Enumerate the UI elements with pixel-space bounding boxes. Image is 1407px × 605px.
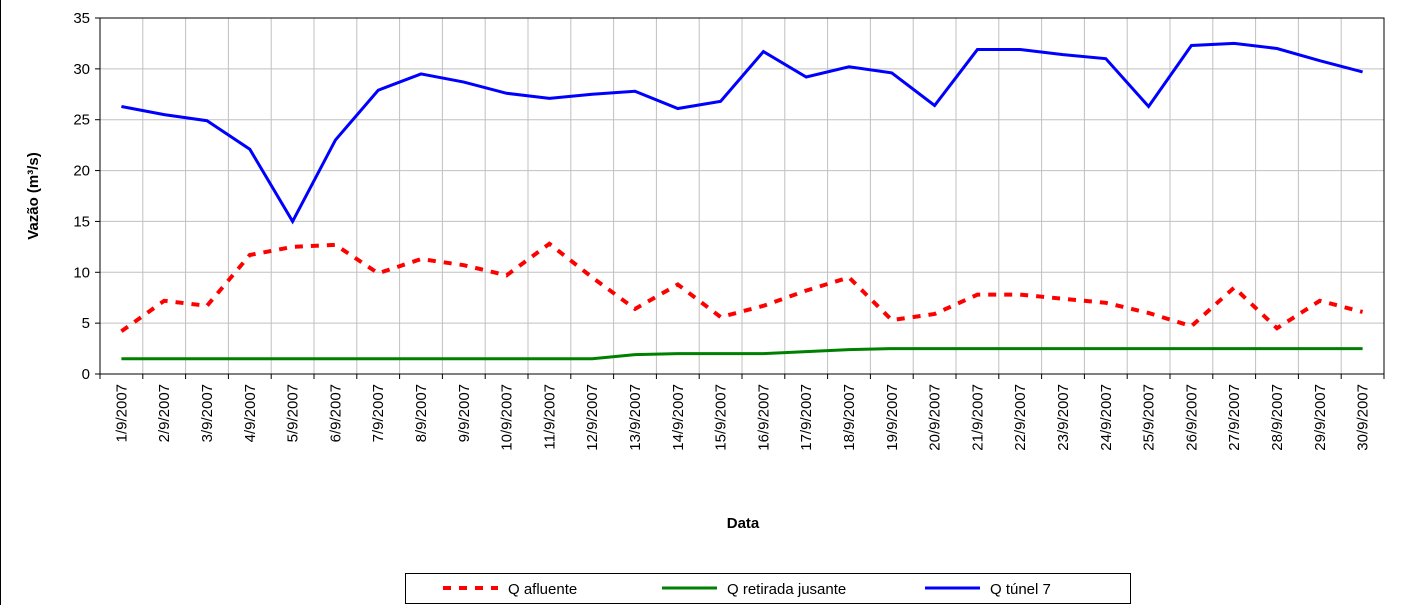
- series-line: [121, 347, 1363, 361]
- series-line: [121, 41, 1363, 225]
- x-tick-label: 25/9/2007: [1141, 384, 1158, 451]
- x-tick-label: 26/9/2007: [1183, 384, 1200, 451]
- x-tick-label: 30/9/2007: [1355, 384, 1372, 451]
- x-tick-label: 13/9/2007: [627, 384, 644, 451]
- x-tick-label: 3/9/2007: [199, 384, 216, 442]
- y-tick-label: 25: [73, 112, 90, 129]
- x-tick-label: 11/9/2007: [541, 384, 558, 450]
- y-tick-label: 15: [73, 213, 90, 230]
- x-tick-label: 20/9/2007: [927, 384, 944, 451]
- legend-label: Q retirada jusante: [727, 581, 846, 598]
- x-tick-label: 21/9/2007: [969, 384, 986, 451]
- series-line: [120, 241, 1364, 333]
- x-tick-label: 8/9/2007: [413, 384, 430, 442]
- x-tick-label: 23/9/2007: [1055, 384, 1072, 451]
- y-axis-label: Vazão (m³/s): [25, 152, 42, 240]
- x-tick-label: 6/9/2007: [327, 384, 344, 442]
- y-tick-label: 5: [82, 315, 90, 332]
- y-tick-label: 20: [73, 163, 90, 180]
- x-tick-label: 16/9/2007: [755, 384, 772, 451]
- x-tick-label: 10/9/2007: [499, 384, 516, 451]
- plot-border: [99, 17, 1385, 375]
- y-tick-label: 30: [73, 61, 90, 78]
- y-tick-label: 35: [73, 10, 90, 27]
- x-tick-label: 15/9/2007: [713, 384, 730, 451]
- x-tick-label: 22/9/2007: [1012, 384, 1029, 451]
- x-axis-label: Data: [727, 515, 760, 532]
- x-tick-label: 7/9/2007: [370, 384, 387, 442]
- x-tick-label: 4/9/2007: [242, 384, 259, 442]
- x-tick-label: 2/9/2007: [156, 384, 173, 442]
- x-tick-label: 29/9/2007: [1312, 384, 1329, 451]
- x-tick-label: 27/9/2007: [1226, 384, 1243, 451]
- x-tick-label: 18/9/2007: [841, 384, 858, 451]
- x-tick-label: 1/9/2007: [113, 384, 130, 442]
- y-tick-label: 10: [73, 264, 90, 281]
- x-tick-label: 5/9/2007: [285, 384, 302, 442]
- x-tick-label: 14/9/2007: [670, 384, 687, 451]
- y-tick-label: 0: [82, 366, 90, 383]
- x-tick-label: 12/9/2007: [584, 384, 601, 451]
- x-tick-label: 28/9/2007: [1269, 384, 1286, 451]
- legend-label: Q afluente: [508, 581, 577, 598]
- legend-label: Q túnel 7: [990, 581, 1051, 598]
- x-tick-label: 24/9/2007: [1098, 384, 1115, 451]
- x-tick-label: 9/9/2007: [456, 384, 473, 442]
- x-tick-label: 17/9/2007: [798, 384, 815, 451]
- x-tick-label: 19/9/2007: [884, 384, 901, 451]
- legend: [405, 573, 1131, 604]
